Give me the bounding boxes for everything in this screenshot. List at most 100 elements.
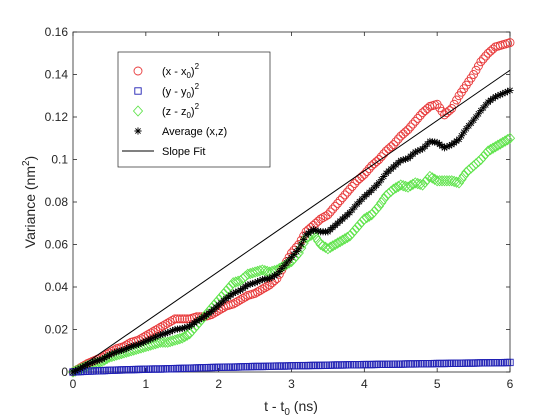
y-axis-label: Variance (nm2): [21, 156, 38, 248]
data-point-interp: [297, 240, 305, 248]
data-point-interp: [401, 127, 411, 137]
legend-label-subscript: 0: [186, 91, 191, 100]
data-point-interp: [474, 110, 483, 118]
data-point: [98, 355, 106, 363]
x-tick-label: 3: [288, 377, 295, 391]
data-point-interp: [238, 293, 248, 303]
data-point-interp: [407, 178, 418, 190]
data-point-interp: [239, 284, 247, 293]
data-point-interp: [361, 211, 372, 224]
data-point: [432, 175, 443, 187]
data-point-interp: [473, 61, 483, 71]
data-point: [499, 90, 507, 98]
data-point-interp: [160, 320, 170, 329]
data-point-interp: [472, 113, 480, 121]
data-point: [120, 346, 128, 354]
data-point: [374, 155, 384, 164]
data-point-interp: [452, 137, 461, 145]
data-point: [506, 358, 514, 367]
x-tick-label: 6: [507, 377, 514, 391]
data-point: [193, 317, 201, 325]
data-point-interp: [233, 296, 243, 306]
legend-label-main: (z - z: [162, 106, 186, 118]
legend-label-close: ): [191, 86, 195, 98]
data-point-interp: [435, 140, 444, 148]
data-point-interp: [408, 119, 418, 129]
x-tick-label: 0: [70, 377, 77, 391]
data-point-interp: [181, 324, 189, 332]
data-point-interp: [501, 88, 509, 97]
data-point: [228, 299, 238, 309]
data-point-interp: [224, 293, 232, 301]
data-point-interp: [166, 328, 174, 336]
data-point-interp: [445, 142, 453, 150]
data-point-interp: [115, 347, 123, 355]
data-point-interp: [307, 227, 315, 235]
y-tick-label: 0: [61, 365, 68, 379]
legend-marker: [133, 66, 143, 76]
data-point-interp: [227, 291, 235, 299]
data-point-interp: [195, 315, 203, 324]
legend-marker: [132, 105, 144, 117]
data-point-interp: [188, 320, 196, 329]
data-point-interp: [436, 175, 448, 187]
data-point-interp: [310, 231, 321, 244]
data-point: [497, 136, 508, 149]
data-point-interp: [347, 227, 358, 239]
data-point-interp: [172, 333, 183, 346]
data-point: [345, 184, 355, 194]
data-point-interp: [125, 343, 133, 352]
data-point-interp: [419, 176, 431, 188]
legend-label-superscript: 2: [195, 62, 200, 71]
data-point-interp: [458, 170, 469, 182]
data-point-interp: [372, 157, 381, 167]
legend-label-main: Slope Fit: [162, 146, 205, 158]
data-point-interp: [132, 341, 140, 349]
data-point-interp: [427, 172, 438, 184]
data-point: [76, 364, 84, 372]
data-point: [462, 125, 470, 133]
x-tick-label: 2: [215, 377, 222, 391]
data-point-interp: [231, 298, 241, 308]
data-point-interp: [486, 96, 495, 104]
data-point: [91, 357, 99, 365]
data-point: [280, 262, 288, 270]
data-point: [506, 86, 514, 95]
data-point-interp: [423, 104, 432, 113]
data-point-interp: [378, 193, 389, 205]
y-axis-label-close: ): [22, 156, 38, 161]
data-point-interp: [377, 176, 385, 184]
data-point-interp: [234, 287, 242, 295]
data-point-interp: [241, 283, 249, 291]
data-point-interp: [335, 196, 345, 206]
legend-label: (y - y0)2: [162, 82, 200, 100]
data-point-interp: [154, 332, 162, 340]
legend-label: Average (x,z): [162, 126, 227, 138]
legend-label: (x - x0)2: [162, 62, 200, 80]
data-point-interp: [317, 240, 329, 252]
data-point: [164, 329, 172, 337]
data-point-interp: [467, 119, 475, 127]
data-point-interp: [122, 345, 131, 353]
data-point-interp: [255, 286, 265, 295]
data-point-interp: [485, 143, 496, 156]
data-point: [475, 153, 486, 166]
data-point-interp: [489, 94, 497, 103]
data-point: [222, 295, 230, 303]
legend-entries: (x - x0)2 (y - y0)2 (z - z0) 2 Average (x,z)…: [122, 62, 227, 158]
legend-entry: (x - x0)2: [133, 62, 200, 80]
data-point-interp: [130, 342, 138, 350]
data-point: [453, 177, 465, 189]
data-layer: [67, 38, 516, 378]
data-point-interp: [190, 319, 198, 327]
data-point-interp: [298, 237, 309, 249]
data-point-interp: [304, 229, 313, 237]
data-point: [359, 213, 370, 225]
data-point-interp: [364, 164, 374, 174]
y-tick-label: 0.1: [51, 153, 68, 167]
data-point-interp: [278, 264, 286, 273]
data-point-interp: [488, 44, 498, 54]
data-point-interp: [151, 333, 160, 341]
data-point: [411, 148, 419, 156]
data-point-interp: [252, 265, 263, 278]
